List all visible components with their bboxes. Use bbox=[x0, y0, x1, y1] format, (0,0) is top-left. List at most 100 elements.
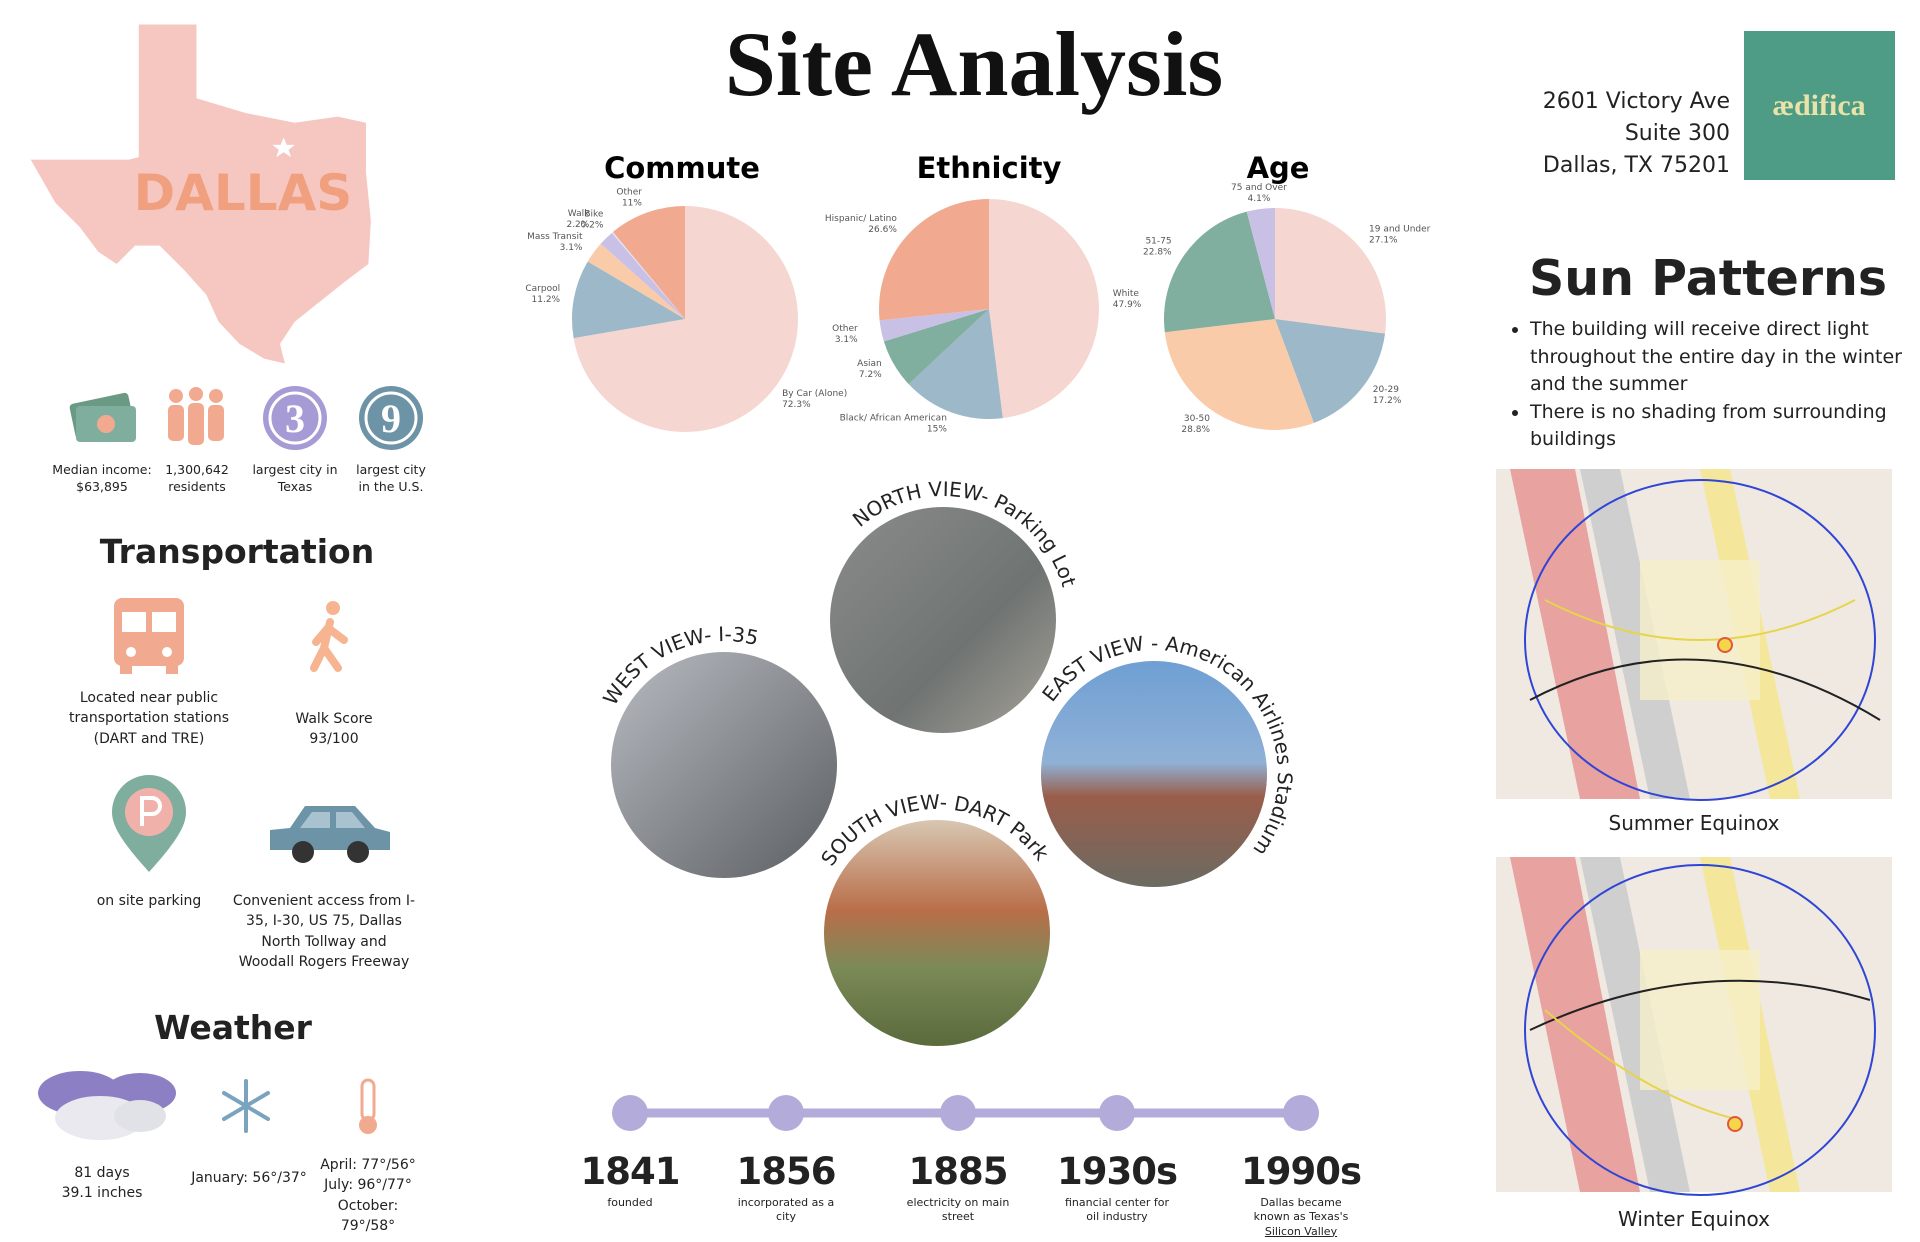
snowflake-icon bbox=[222, 1079, 270, 1133]
slice-value: 72.3% bbox=[782, 400, 811, 410]
caption-text: financial center for oil industry bbox=[1064, 1196, 1170, 1224]
slice-value: 47.9% bbox=[1113, 300, 1142, 310]
slice-label: Bike bbox=[584, 210, 604, 220]
chart-title: Age bbox=[1247, 151, 1310, 185]
east-view-photo bbox=[1041, 661, 1267, 887]
slice-label: White bbox=[1113, 289, 1140, 299]
caption-text: incorporated as a city bbox=[737, 1196, 835, 1224]
stat-text: largest city in Texas bbox=[252, 462, 338, 494]
stat-text: 1,300,642 residents bbox=[165, 462, 229, 494]
slice-label: Hispanic/ Latino bbox=[825, 214, 897, 224]
timeline-year: 1856 bbox=[736, 1150, 837, 1193]
timeline-caption: founded bbox=[575, 1196, 685, 1210]
timeline-dots bbox=[612, 1095, 1319, 1131]
address-line: Dallas, TX 75201 bbox=[1542, 153, 1730, 178]
caption-link: Silicon Valley bbox=[1264, 1224, 1338, 1238]
walker-icon bbox=[310, 601, 348, 672]
bullet: The building will receive direct light t… bbox=[1530, 316, 1903, 399]
map-caption: Summer Equinox bbox=[1608, 811, 1780, 835]
pie-slice bbox=[1246, 208, 1275, 319]
slice-value: 26.6% bbox=[868, 225, 897, 235]
timeline-year: 1841 bbox=[580, 1150, 681, 1193]
pie-slice bbox=[611, 231, 685, 319]
address: 2601 Victory Ave Suite 300 Dallas, TX 75… bbox=[1543, 86, 1730, 182]
pie-slice bbox=[883, 309, 989, 385]
timeline-year: 1930s bbox=[1056, 1150, 1178, 1193]
slice-value: 27.1% bbox=[1369, 236, 1398, 246]
bullet-list: The building will receive direct light t… bbox=[1508, 316, 1903, 454]
pie-slice bbox=[587, 243, 685, 319]
stat-text: largest city in the U.S. bbox=[356, 462, 426, 494]
pie-slice bbox=[600, 232, 685, 319]
income-icon bbox=[69, 392, 136, 442]
weather-text: 81 days 39.1 inches bbox=[61, 1165, 143, 1202]
south-view-photo bbox=[824, 820, 1050, 1046]
bus-icon bbox=[114, 598, 184, 674]
slice-value: 2.2% bbox=[566, 220, 589, 230]
slice-label: 20-29 bbox=[1373, 385, 1399, 395]
slice-label: 51-75 bbox=[1145, 237, 1171, 247]
slice-label: Other bbox=[616, 188, 642, 198]
slice-value: 3.1% bbox=[835, 335, 858, 345]
parking-icon bbox=[112, 775, 186, 872]
address-line: 2601 Victory Ave bbox=[1542, 89, 1730, 114]
badge-number: 9 bbox=[381, 396, 401, 441]
section-title: Weather bbox=[154, 1008, 312, 1047]
timeline-caption: financial center for oil industry bbox=[1062, 1196, 1172, 1225]
transport-text: on site parking bbox=[96, 893, 202, 909]
stat-text: Median income: $63,895 bbox=[52, 462, 152, 494]
slice-value: 11.2% bbox=[532, 295, 561, 305]
chart-title: Ethnicity bbox=[917, 151, 1062, 185]
winter-map bbox=[1496, 857, 1892, 1196]
badge-number: 3 bbox=[285, 396, 305, 441]
slice-label: Black/ African American bbox=[840, 414, 947, 424]
badge-ring bbox=[364, 391, 418, 445]
slice-value: 11% bbox=[622, 199, 642, 209]
city-name: DALLAS bbox=[134, 164, 353, 222]
bullet: There is no shading from surrounding bui… bbox=[1530, 399, 1903, 454]
pie-slice bbox=[612, 206, 685, 319]
slice-value: 4.1% bbox=[1248, 194, 1271, 204]
pie-slice bbox=[1275, 319, 1386, 423]
timeline-year: 1885 bbox=[908, 1150, 1009, 1193]
badge-ring bbox=[268, 391, 322, 445]
thermometer-icon bbox=[359, 1078, 377, 1134]
logo: ædifica bbox=[1772, 89, 1865, 122]
slice-label: Other bbox=[832, 324, 858, 334]
caption-text: Dallas became known as Texas's bbox=[1253, 1196, 1349, 1224]
slice-label: Mass Transit bbox=[527, 232, 583, 242]
badge bbox=[359, 386, 423, 450]
timeline-caption: Dallas became known as Texas's Silicon Va… bbox=[1246, 1196, 1356, 1239]
weather-text: January: 56°/37° bbox=[191, 1170, 307, 1186]
texas-map bbox=[30, 24, 371, 364]
slice-value: 7.2% bbox=[859, 370, 882, 380]
timeline-caption: electricity on main street bbox=[903, 1196, 1013, 1225]
transport-text: Walk Score 93/100 bbox=[295, 711, 373, 748]
slice-value: 0.2% bbox=[581, 221, 604, 231]
slice-value: 15% bbox=[927, 425, 947, 435]
slice-value: 28.8% bbox=[1181, 425, 1210, 435]
chart-title: Commute bbox=[604, 151, 760, 185]
slice-label: Carpool bbox=[525, 284, 560, 294]
weather-text: April: 77°/56° July: 96°/77° October: 79… bbox=[320, 1157, 416, 1234]
pie-slice bbox=[989, 199, 1099, 419]
page-title: Site Analysis bbox=[725, 13, 1223, 115]
cloud-icon bbox=[38, 1071, 176, 1140]
map-caption: Winter Equinox bbox=[1618, 1207, 1770, 1231]
west-view-photo bbox=[611, 652, 837, 878]
slice-value: 3.1% bbox=[560, 243, 583, 253]
pie-slice bbox=[1164, 319, 1314, 430]
transport-text: Convenient access from I-35, I-30, US 75… bbox=[232, 893, 416, 970]
slice-label: 19 and Under bbox=[1369, 225, 1431, 235]
pie-slice bbox=[1164, 211, 1275, 333]
residents-icon bbox=[168, 387, 224, 445]
pie-slice bbox=[572, 261, 685, 339]
pie-slice bbox=[1275, 208, 1386, 334]
slice-value: 22.8% bbox=[1143, 248, 1172, 258]
timeline-year: 1990s bbox=[1240, 1150, 1362, 1193]
slice-label: Asian bbox=[857, 359, 882, 369]
slice-label: 75 and Over bbox=[1231, 183, 1287, 193]
